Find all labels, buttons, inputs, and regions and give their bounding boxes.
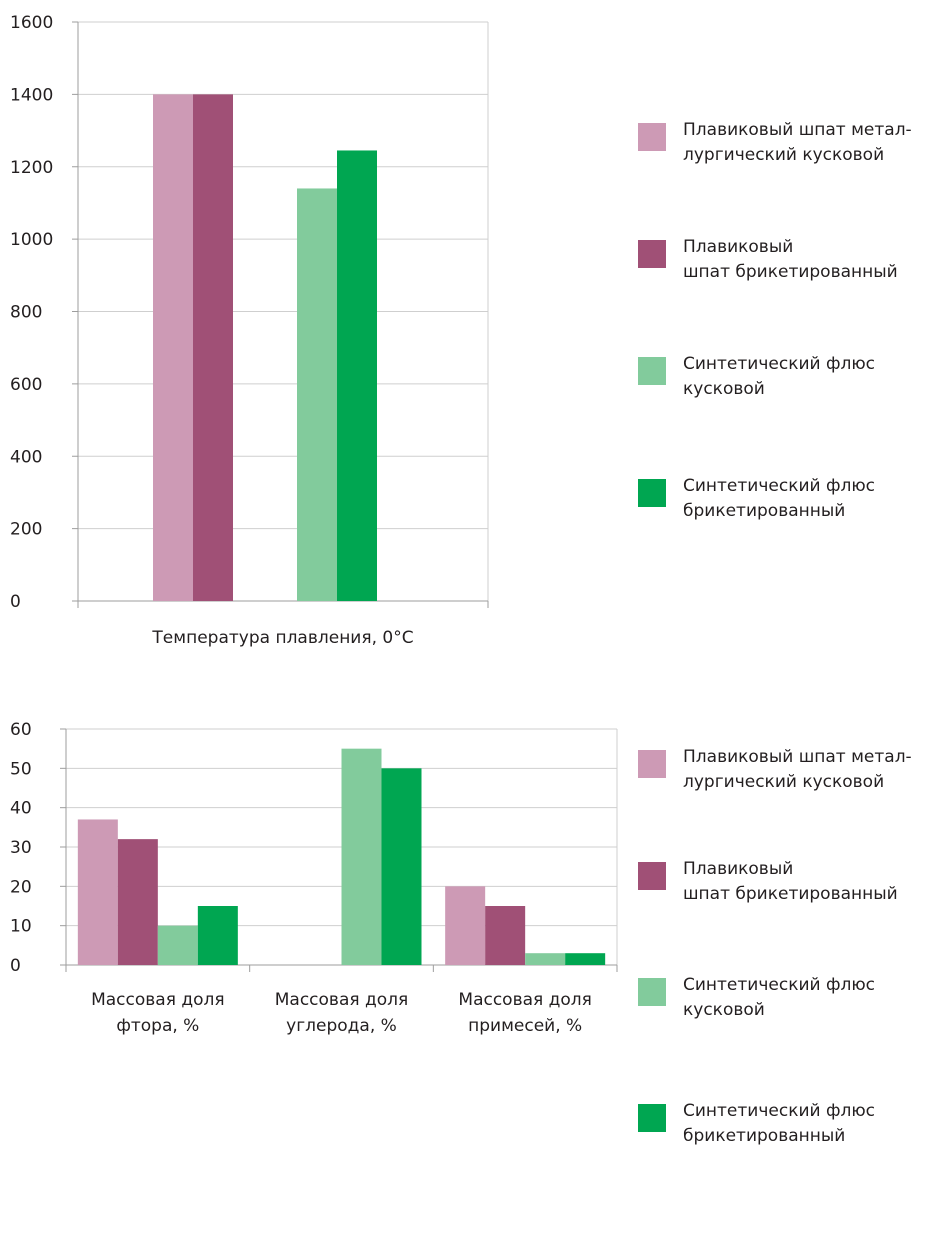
y-tick-label: 400: [10, 447, 42, 467]
y-tick-label: 60: [10, 720, 32, 740]
y-tick-label: 30: [10, 838, 32, 858]
y-tick-label: 1200: [10, 158, 53, 178]
bar: [341, 748, 382, 965]
y-tick-label: 800: [10, 303, 42, 323]
x-category-label: фтора, %: [116, 1016, 199, 1036]
y-tick-label: 50: [10, 759, 32, 779]
y-tick-label: 10: [10, 917, 32, 937]
bar: [153, 94, 193, 601]
melting-temperature-chart: 0 200 400 600 800 1000 1200 1400 1600 Температура…: [10, 13, 912, 648]
legend-label: Синтетический флюс: [683, 354, 875, 374]
y-tick-label: 600: [10, 375, 42, 395]
bar: [445, 886, 486, 965]
legend-label: шпат брикетированный: [683, 884, 898, 904]
legend-label: Синтетический флюс: [683, 476, 875, 496]
mass-fraction-chart: 0 10 20 30 40 50 60 Массовая доля фтора, % Массов…: [10, 720, 912, 1146]
legend-swatch: [638, 862, 666, 890]
legend-label: Плавиковый: [683, 237, 793, 257]
bar: [117, 839, 158, 965]
y-tick-label: 1600: [10, 13, 53, 33]
legend-swatch: [638, 1104, 666, 1132]
bar: [157, 925, 198, 965]
y-tick-label: 0: [10, 956, 21, 976]
legend-swatch: [638, 479, 666, 507]
legend-label: брикетированный: [683, 1126, 845, 1146]
bar: [77, 819, 118, 965]
bar: [565, 953, 606, 965]
legend-swatch: [638, 750, 666, 778]
legend-label: лургический кусковой: [683, 772, 884, 792]
legend-swatch: [638, 978, 666, 1006]
bar: [337, 150, 377, 601]
y-tick-label: 1000: [10, 230, 53, 250]
legend-label: Синтетический флюс: [683, 975, 875, 995]
y-tick-label: 20: [10, 877, 32, 897]
y-tick-label: 1400: [10, 85, 53, 105]
y-tick-label: 200: [10, 520, 42, 540]
legend-swatch: [638, 123, 666, 151]
legend-label: Плавиковый: [683, 859, 793, 879]
bar: [197, 906, 238, 965]
legend-swatch: [638, 240, 666, 268]
legend-label: Плавиковый шпат метал-: [683, 747, 912, 767]
x-category-label: Массовая доля: [91, 990, 225, 1010]
y-tick-label: 0: [10, 592, 21, 612]
x-category-label: Массовая доля: [275, 990, 409, 1010]
bar: [525, 953, 566, 965]
bar: [193, 94, 233, 601]
legend-label: Плавиковый шпат метал-: [683, 120, 912, 140]
x-category-label: Температура плавления, 0°С: [151, 628, 413, 648]
legend-label: Синтетический флюс: [683, 1101, 875, 1121]
bar: [381, 768, 422, 965]
x-category-label: Массовая доля: [458, 990, 592, 1010]
legend-label: лургический кусковой: [683, 145, 884, 165]
legend-label: брикетированный: [683, 501, 845, 521]
y-tick-label: 40: [10, 799, 32, 819]
x-category-label: примесей, %: [468, 1016, 582, 1036]
legend-label: кусковой: [683, 1000, 765, 1020]
x-category-label: углерода, %: [286, 1016, 397, 1036]
legend-label: кусковой: [683, 379, 765, 399]
legend-label: шпат брикетированный: [683, 262, 898, 282]
bar: [485, 906, 526, 965]
bar: [297, 188, 337, 601]
legend-swatch: [638, 357, 666, 385]
